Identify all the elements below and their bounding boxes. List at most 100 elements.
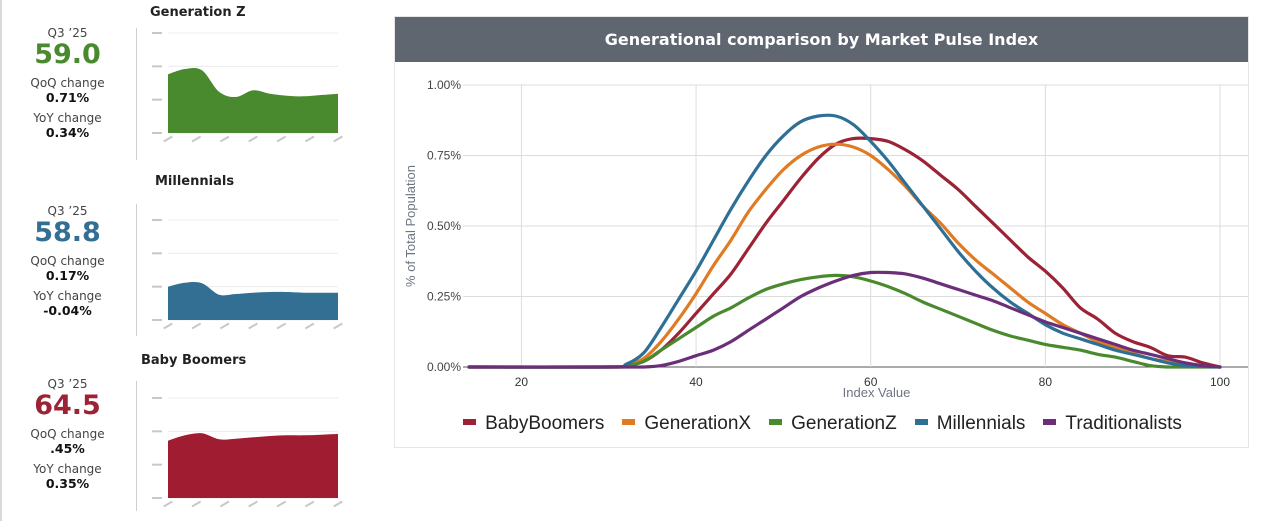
legend-item-generationx[interactable]: GenerationX xyxy=(622,413,751,435)
panel-title: Generation Z xyxy=(150,5,246,20)
y-tick-mark xyxy=(152,219,162,221)
x-tick-mark xyxy=(276,322,287,330)
x-tick-label: 100 xyxy=(1210,375,1230,389)
x-tick-mark xyxy=(333,322,343,330)
sparkline-chart xyxy=(152,397,343,508)
yoy-value: 0.35% xyxy=(45,476,90,491)
x-tick-mark xyxy=(191,135,202,143)
legend-item-traditionalists[interactable]: Traditionalists xyxy=(1043,413,1182,435)
divider xyxy=(136,28,137,160)
qoq-label: QoQ change xyxy=(30,427,105,441)
y-tick-mark xyxy=(152,497,162,499)
panel-baby-boomers: Baby Boomers Q3 ’25 64.5 QoQ change .45%… xyxy=(0,348,360,521)
yoy-label: YoY change xyxy=(33,111,102,125)
x-tick-mark xyxy=(304,322,315,330)
series-line-millennials xyxy=(467,113,1222,369)
y-tick-mark xyxy=(152,319,162,321)
x-tick-mark xyxy=(304,500,315,508)
stats: Q3 ’25 64.5 QoQ change .45% YoY change 0… xyxy=(20,377,115,491)
qoq-value: 0.17% xyxy=(45,268,90,283)
y-tick-label: 0.50% xyxy=(427,219,461,233)
y-tick-mark xyxy=(152,463,162,466)
legend-swatch xyxy=(1043,418,1057,425)
legend-item-millennials[interactable]: Millennials xyxy=(914,413,1026,435)
series-line-generationz xyxy=(467,273,1222,369)
x-tick-mark xyxy=(191,500,202,508)
x-tick-label: 80 xyxy=(1039,375,1053,389)
legend-label: Traditionalists xyxy=(1065,413,1182,434)
sparkline-chart xyxy=(152,219,343,330)
divider xyxy=(136,381,137,511)
series-line-generationx xyxy=(467,142,1222,369)
x-tick-mark xyxy=(248,500,258,508)
y-tick-mark xyxy=(152,252,162,255)
x-tick-mark xyxy=(163,135,173,143)
legend-item-generationz[interactable]: GenerationZ xyxy=(769,413,897,435)
qoq-value: .45% xyxy=(50,441,85,456)
legend-swatch xyxy=(622,418,636,425)
x-tick-label: 60 xyxy=(864,375,878,389)
y-tick-mark xyxy=(152,430,162,433)
legend-swatch xyxy=(914,418,928,425)
y-tick-mark xyxy=(152,285,162,288)
index-value: 59.0 xyxy=(34,39,101,70)
x-tick-mark xyxy=(163,500,173,508)
x-tick-mark xyxy=(219,322,230,330)
area-series xyxy=(168,67,338,133)
index-value: 58.8 xyxy=(34,217,101,248)
y-tick-label: 1.00% xyxy=(427,78,461,92)
x-tick-mark xyxy=(248,322,258,330)
main-chart-card: Generational comparison by Market Pulse … xyxy=(394,16,1249,448)
distribution-chart: 0.00% 0.25% 0.50% 0.75% 1.00% 20 40 60 80 100 Inde… xyxy=(403,78,1248,400)
legend: BabyBoomers GenerationX GenerationZ Millenn… xyxy=(395,413,1250,435)
legend-swatch xyxy=(769,418,783,425)
stats: Q3 ’25 58.8 QoQ change 0.17% YoY change … xyxy=(20,204,115,318)
y-axis-label: % of Total Population xyxy=(403,165,418,287)
x-tick-mark xyxy=(333,135,343,143)
legend-label: GenerationX xyxy=(644,413,752,434)
legend-label: BabyBoomers xyxy=(485,413,605,434)
area-series xyxy=(168,282,338,320)
area-series xyxy=(168,433,338,498)
y-tick-mark xyxy=(152,397,162,399)
series-line-babyboomers xyxy=(467,136,1222,369)
x-tick-label: 40 xyxy=(689,375,703,389)
y-tick-label: 0.00% xyxy=(427,360,461,374)
legend-label: Millennials xyxy=(936,413,1026,434)
x-axis-label: Index Value xyxy=(843,385,911,400)
y-tick-mark xyxy=(152,65,162,68)
x-tick-mark xyxy=(248,135,258,143)
period-label: Q3 ’25 xyxy=(47,26,88,40)
qoq-label: QoQ change xyxy=(30,76,105,90)
period-label: Q3 ’25 xyxy=(47,377,88,391)
x-tick-label: 20 xyxy=(515,375,529,389)
x-tick-mark xyxy=(304,135,315,143)
series-line-traditionalists xyxy=(467,270,1222,369)
chart-title: Generational comparison by Market Pulse … xyxy=(395,17,1248,62)
legend-item-babyboomers[interactable]: BabyBoomers xyxy=(463,413,604,435)
yoy-value: 0.34% xyxy=(45,125,90,140)
yoy-label: YoY change xyxy=(33,289,102,303)
y-tick-mark xyxy=(152,132,162,134)
y-tick-mark xyxy=(152,32,162,34)
sparkline-chart xyxy=(152,32,343,143)
x-tick-mark xyxy=(191,322,202,330)
yoy-label: YoY change xyxy=(33,462,102,476)
x-tick-mark xyxy=(333,500,343,508)
y-tick-mark xyxy=(152,98,162,101)
index-value: 64.5 xyxy=(34,390,101,421)
x-tick-mark xyxy=(163,322,173,330)
qoq-label: QoQ change xyxy=(30,254,105,268)
legend-label: GenerationZ xyxy=(791,413,897,434)
yoy-value: -0.04% xyxy=(43,303,92,318)
panel-generation-z: Generation Z Q3 ’25 59.0 QoQ change 0.71… xyxy=(0,0,360,170)
period-label: Q3 ’25 xyxy=(47,204,88,218)
divider xyxy=(136,204,137,336)
legend-swatch xyxy=(463,418,477,425)
x-tick-mark xyxy=(219,500,230,508)
y-tick-label: 0.25% xyxy=(427,290,461,304)
stats: Q3 ’25 59.0 QoQ change 0.71% YoY change … xyxy=(20,26,115,140)
y-tick-label: 0.75% xyxy=(427,149,461,163)
panel-millennials: Millennials Q3 ’25 58.8 QoQ change 0.17%… xyxy=(0,172,360,342)
panel-title: Millennials xyxy=(155,174,235,189)
